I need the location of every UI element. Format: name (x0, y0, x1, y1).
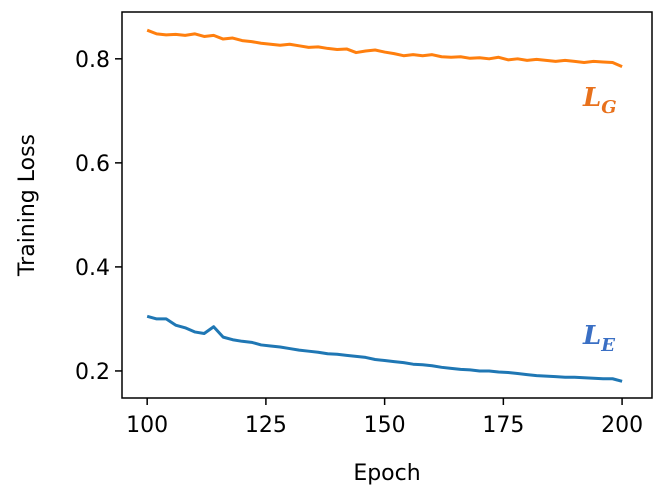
x-tick-label: 150 (364, 413, 406, 438)
y-tick-label: 0.2 (75, 360, 110, 385)
x-tick-label: 175 (482, 413, 524, 438)
x-tick-label: 200 (601, 413, 643, 438)
y-tick-label: 0.8 (75, 48, 110, 73)
x-tick-label: 125 (245, 413, 287, 438)
line (146, 314, 623, 383)
y-axis-label: Training Loss (15, 134, 40, 277)
annotation-main: L (582, 83, 601, 113)
annotation-sub: G (601, 97, 616, 118)
annotation: LE (582, 321, 615, 356)
annotation-sub: E (600, 335, 615, 356)
y-tick-label: 0.6 (75, 152, 110, 177)
annotation: LG (582, 83, 617, 118)
annotation-main: L (582, 321, 601, 351)
plot-frame (121, 11, 653, 399)
y-tick-label: 0.4 (75, 256, 110, 281)
x-tick-label: 100 (126, 413, 168, 438)
x-axis-label: Epoch (353, 461, 420, 486)
line (146, 28, 623, 68)
